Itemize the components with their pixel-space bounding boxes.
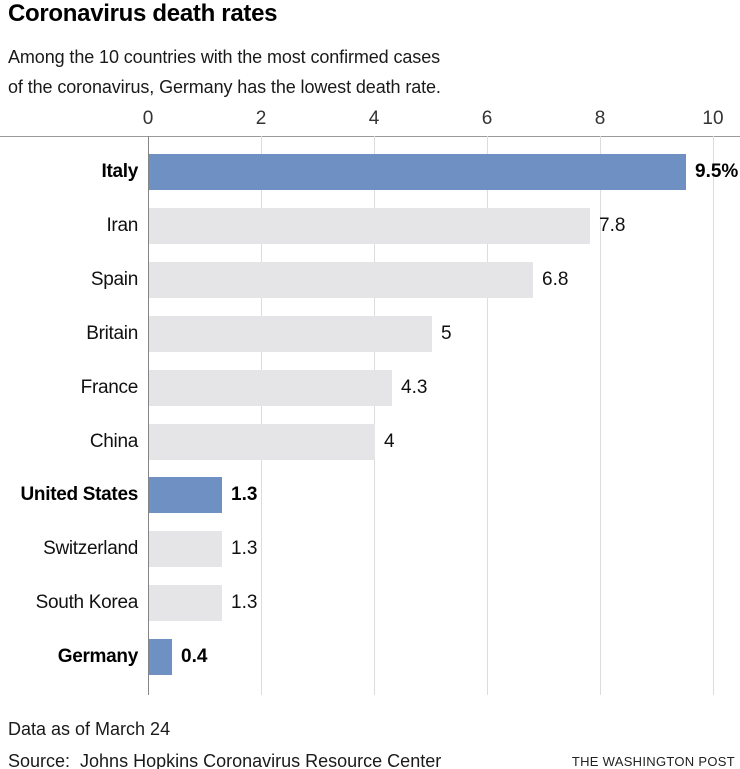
country-label: Switzerland [43, 538, 138, 559]
x-axis-tick-label: 8 [594, 108, 606, 129]
country-label: Italy [101, 161, 138, 182]
country-label: Spain [90, 269, 138, 290]
bar [149, 262, 533, 298]
publisher-label: THE WASHINGTON POST [571, 754, 735, 769]
country-label: Britain [86, 323, 138, 344]
x-axis-tick-label: 4 [368, 108, 380, 129]
value-label: 9.5% [695, 161, 739, 182]
chart-subtitle-line2: of the coronavirus, Germany has the lowe… [8, 77, 441, 97]
bar [149, 424, 375, 460]
value-label: 4.3 [401, 377, 428, 398]
value-label: 1.3 [231, 484, 258, 505]
gridline [600, 136, 601, 695]
gridline [261, 136, 262, 695]
x-axis-tick-label: 2 [255, 108, 267, 129]
value-label: 7.8 [599, 215, 626, 236]
country-label: Germany [57, 646, 139, 667]
bar [149, 477, 222, 513]
gridline [487, 136, 488, 695]
bar [149, 316, 432, 352]
source-note: Source: Johns Hopkins Coronavirus Resour… [8, 751, 442, 769]
country-label: South Korea [35, 592, 139, 613]
x-axis-tick-label: 0 [142, 108, 154, 129]
bar [149, 639, 172, 675]
bar [149, 585, 222, 621]
country-label: China [89, 431, 138, 452]
country-label: United States [20, 484, 138, 505]
x-axis-line [0, 136, 740, 137]
gridline [713, 136, 714, 695]
chart-title: Coronavirus death rates [8, 0, 278, 27]
value-label: 6.8 [542, 269, 569, 290]
bar [149, 208, 590, 244]
country-label: Iran [106, 215, 138, 236]
x-axis-tick-label: 6 [481, 108, 493, 129]
value-label: 4 [384, 431, 395, 452]
bar [149, 531, 222, 567]
value-label: 0.4 [181, 646, 208, 667]
value-label: 5 [441, 323, 452, 344]
value-label: 1.3 [231, 538, 258, 559]
y-axis-line [148, 136, 149, 695]
value-label: 1.3 [231, 592, 258, 613]
x-axis-tick-label: 10 [702, 108, 724, 129]
data-as-of-note: Data as of March 24 [8, 719, 171, 739]
chart-subtitle: Among the 10 countries with the most con… [8, 42, 441, 102]
bar [149, 370, 392, 406]
chart-subtitle-line1: Among the 10 countries with the most con… [8, 47, 441, 67]
bar [149, 154, 686, 190]
gridline [374, 136, 375, 695]
country-label: France [80, 377, 139, 398]
